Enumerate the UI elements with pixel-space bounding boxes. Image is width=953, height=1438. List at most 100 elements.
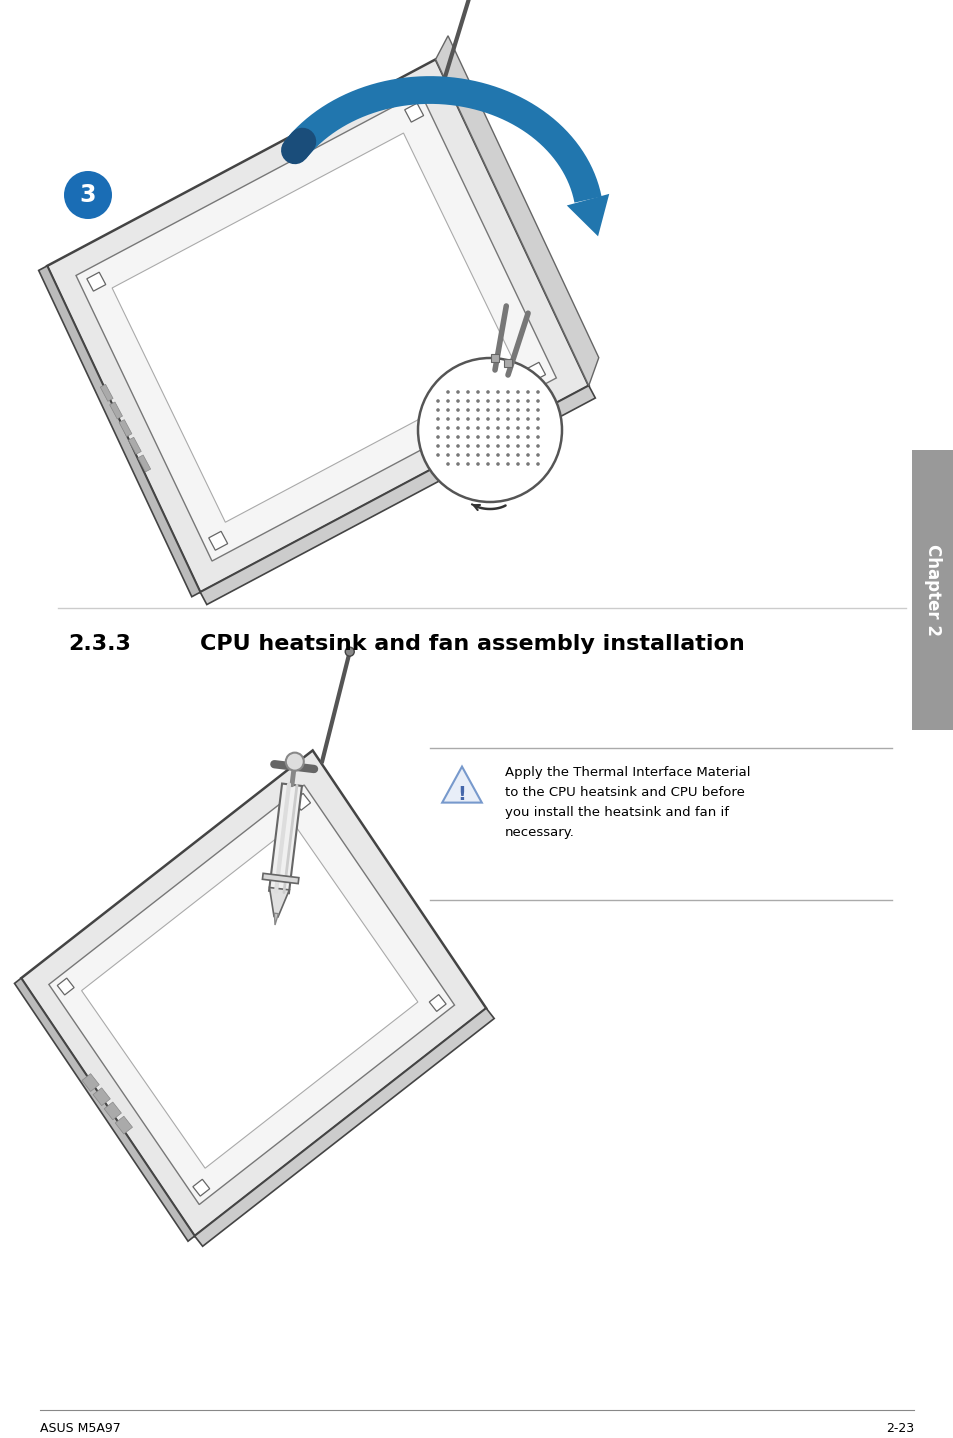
- Circle shape: [516, 453, 519, 457]
- Polygon shape: [274, 913, 278, 925]
- Polygon shape: [104, 1102, 121, 1120]
- Polygon shape: [119, 420, 132, 437]
- Circle shape: [506, 426, 509, 430]
- Circle shape: [456, 390, 459, 394]
- Circle shape: [446, 408, 449, 411]
- Polygon shape: [82, 824, 417, 1168]
- Circle shape: [516, 408, 519, 411]
- Text: !: !: [457, 785, 466, 804]
- Polygon shape: [93, 1087, 111, 1106]
- Circle shape: [536, 408, 539, 411]
- Circle shape: [436, 400, 439, 403]
- Polygon shape: [526, 362, 545, 381]
- Circle shape: [476, 436, 479, 439]
- Circle shape: [526, 417, 529, 421]
- Circle shape: [476, 417, 479, 421]
- Circle shape: [516, 390, 519, 394]
- Circle shape: [476, 462, 479, 466]
- Circle shape: [466, 390, 469, 394]
- Circle shape: [496, 417, 499, 421]
- Circle shape: [496, 426, 499, 430]
- Circle shape: [476, 408, 479, 411]
- Text: ASUS M5A97: ASUS M5A97: [40, 1422, 121, 1435]
- Circle shape: [516, 417, 519, 421]
- Polygon shape: [14, 978, 194, 1241]
- Bar: [503, 360, 512, 367]
- Circle shape: [526, 400, 529, 403]
- Circle shape: [476, 400, 479, 403]
- Circle shape: [526, 390, 529, 394]
- Circle shape: [536, 444, 539, 447]
- Circle shape: [486, 390, 489, 394]
- Circle shape: [516, 462, 519, 466]
- Polygon shape: [209, 531, 228, 551]
- Circle shape: [446, 444, 449, 447]
- Circle shape: [526, 426, 529, 430]
- Text: you install the heatsink and fan if: you install the heatsink and fan if: [504, 807, 728, 820]
- Circle shape: [466, 400, 469, 403]
- Circle shape: [436, 453, 439, 457]
- Circle shape: [446, 426, 449, 430]
- Circle shape: [64, 171, 112, 219]
- Polygon shape: [566, 194, 609, 236]
- Circle shape: [436, 436, 439, 439]
- Circle shape: [456, 444, 459, 447]
- Circle shape: [526, 462, 529, 466]
- Circle shape: [516, 400, 519, 403]
- Circle shape: [506, 462, 509, 466]
- Circle shape: [496, 408, 499, 411]
- Circle shape: [496, 400, 499, 403]
- Circle shape: [446, 436, 449, 439]
- Circle shape: [506, 444, 509, 447]
- Circle shape: [536, 462, 539, 466]
- Circle shape: [526, 408, 529, 411]
- Polygon shape: [87, 272, 106, 290]
- Text: CPU heatsink and fan assembly installation: CPU heatsink and fan assembly installati…: [200, 634, 744, 654]
- Circle shape: [486, 436, 489, 439]
- Circle shape: [526, 436, 529, 439]
- Circle shape: [506, 453, 509, 457]
- Polygon shape: [262, 873, 298, 883]
- Circle shape: [536, 417, 539, 421]
- Polygon shape: [436, 36, 598, 385]
- Text: Chapter 2: Chapter 2: [923, 544, 941, 636]
- Circle shape: [446, 417, 449, 421]
- Circle shape: [436, 426, 439, 430]
- Circle shape: [417, 358, 561, 502]
- Circle shape: [466, 453, 469, 457]
- Circle shape: [456, 417, 459, 421]
- Circle shape: [486, 426, 489, 430]
- Circle shape: [446, 390, 449, 394]
- Bar: [491, 354, 498, 362]
- Polygon shape: [442, 766, 481, 802]
- Polygon shape: [47, 59, 588, 592]
- Circle shape: [466, 444, 469, 447]
- Circle shape: [486, 453, 489, 457]
- Circle shape: [506, 408, 509, 411]
- Circle shape: [476, 390, 479, 394]
- Polygon shape: [129, 437, 141, 454]
- Circle shape: [466, 426, 469, 430]
- Polygon shape: [269, 784, 301, 893]
- Polygon shape: [429, 995, 446, 1011]
- Circle shape: [526, 444, 529, 447]
- Circle shape: [536, 400, 539, 403]
- Circle shape: [506, 417, 509, 421]
- Circle shape: [486, 417, 489, 421]
- Circle shape: [456, 400, 459, 403]
- Circle shape: [516, 426, 519, 430]
- Polygon shape: [194, 1008, 494, 1247]
- Circle shape: [506, 390, 509, 394]
- Polygon shape: [137, 454, 151, 472]
- Circle shape: [446, 400, 449, 403]
- Polygon shape: [39, 266, 200, 597]
- Circle shape: [436, 417, 439, 421]
- Circle shape: [536, 390, 539, 394]
- Polygon shape: [115, 1116, 132, 1135]
- Polygon shape: [294, 794, 310, 810]
- Circle shape: [466, 462, 469, 466]
- Circle shape: [536, 436, 539, 439]
- Polygon shape: [100, 384, 113, 401]
- Circle shape: [506, 436, 509, 439]
- Circle shape: [536, 453, 539, 457]
